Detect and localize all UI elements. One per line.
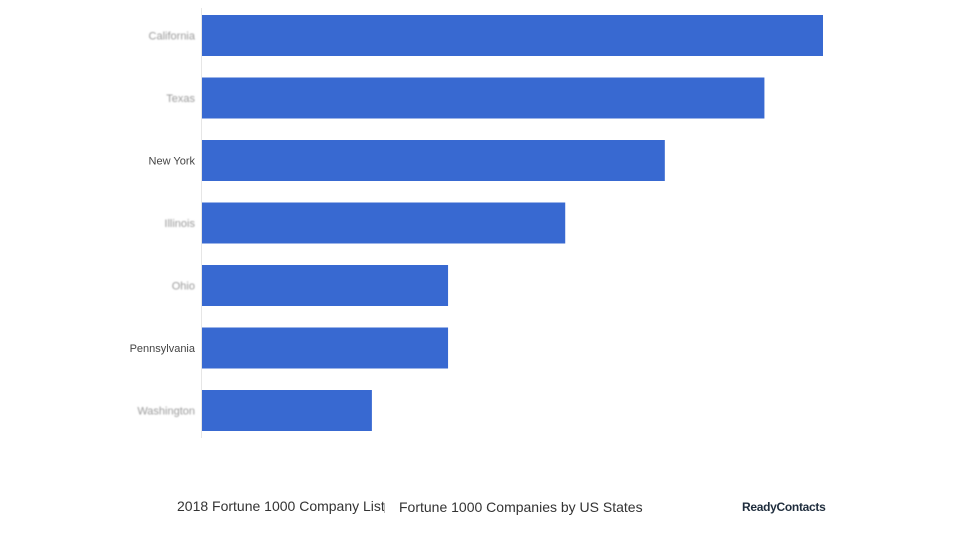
category-label-group: California Texas New York Illinois Ohio Penns… [130,31,196,418]
bar-texas[interactable] [202,77,765,119]
bar-pennsylvania[interactable] [202,327,449,369]
bar-illinois[interactable] [202,202,566,244]
category-label-ohio: Ohio [172,281,195,293]
bar-group [202,15,823,431]
category-label-pennsylvania: Pennsylvania [130,343,196,355]
bar-ohio[interactable] [202,265,449,306]
category-label-texas: Texas [166,93,195,105]
chart-title: Fortune 1000 Companies by US States [399,499,643,515]
chart-footer: 2018 Fortune 1000 Company List Fortune 1… [0,495,960,519]
bar-chart: California Texas New York Illinois Ohio Penns… [130,8,823,438]
bar-new-york[interactable] [202,140,665,181]
footer-divider [384,503,385,513]
category-label-california: California [149,31,196,43]
category-label-washington: Washington [137,406,195,418]
bar-washington[interactable] [202,390,372,431]
source-caption: 2018 Fortune 1000 Company List [177,498,385,514]
brand-logo[interactable]: ReadyContacts [742,500,826,514]
category-label-new-york: New York [149,156,196,168]
category-label-illinois: Illinois [164,218,195,230]
bar-california[interactable] [202,15,823,56]
